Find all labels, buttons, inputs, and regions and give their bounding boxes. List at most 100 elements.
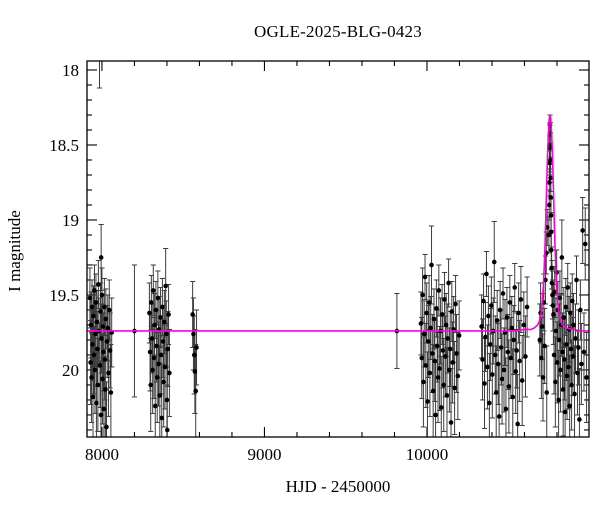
data-point: [484, 271, 489, 277]
data-point: [424, 310, 429, 316]
data-point: [165, 346, 171, 352]
data-point: [549, 265, 554, 271]
data-point: [506, 384, 512, 389]
data-point: [567, 403, 572, 409]
data-point: [101, 406, 107, 412]
data-point: [147, 349, 153, 355]
data-point: [88, 322, 94, 328]
data-point: [148, 382, 154, 388]
data-point: [153, 307, 159, 313]
data-point: [87, 295, 93, 301]
data-point: [89, 304, 95, 310]
data-point: [575, 370, 580, 376]
data-point: [161, 379, 167, 385]
data-point: [158, 352, 164, 358]
data-point: [98, 309, 103, 314]
y-axis-label: I magnitude: [5, 210, 24, 292]
x-tick-label: 10000: [406, 445, 449, 464]
data-point: [93, 300, 99, 305]
data-point: [553, 328, 559, 334]
data-point: [539, 355, 544, 361]
data-point: [499, 376, 505, 382]
data-point: [584, 375, 589, 380]
data-point: [550, 303, 556, 308]
data-point: [496, 414, 502, 419]
data-point: [568, 346, 574, 352]
data-point: [99, 336, 104, 341]
data-point: [91, 313, 96, 319]
data-point: [433, 412, 438, 418]
y-tick-label: 19.5: [49, 286, 79, 305]
data-point: [425, 339, 431, 344]
data-point: [559, 255, 565, 260]
data-point: [569, 298, 575, 304]
model-curve-layer: [87, 114, 589, 332]
y-tick-label: 18: [62, 61, 79, 80]
data-point: [582, 241, 588, 247]
data-point: [577, 417, 582, 422]
data-point: [568, 310, 573, 316]
data-point: [422, 274, 428, 280]
data-point: [514, 348, 519, 353]
data-point: [92, 288, 97, 293]
data-point: [106, 370, 111, 376]
data-point: [537, 337, 543, 343]
model-curve: [87, 114, 589, 332]
data-point: [565, 285, 571, 290]
data-point: [497, 307, 503, 313]
data-point: [504, 315, 510, 320]
data-point: [493, 390, 499, 395]
data-point: [163, 283, 168, 289]
data-point: [498, 345, 504, 350]
data-point: [428, 325, 434, 331]
data-point: [88, 360, 93, 365]
data-point: [563, 304, 569, 310]
data-point: [570, 354, 576, 359]
data-point: [581, 349, 587, 355]
data-point: [564, 342, 569, 347]
data-point: [560, 387, 566, 392]
data-point: [576, 345, 581, 350]
data-point: [149, 300, 154, 305]
data-point: [485, 364, 490, 370]
data-point: [102, 304, 107, 310]
data-point: [166, 312, 171, 317]
data-point: [152, 403, 158, 409]
data-point: [104, 339, 110, 344]
data-point: [564, 373, 570, 379]
data-point: [558, 367, 563, 373]
data-point: [513, 369, 519, 374]
data-point: [192, 369, 198, 374]
data-point: [503, 406, 509, 412]
data-point: [490, 372, 495, 377]
data-point: [426, 300, 432, 305]
data-point: [418, 321, 424, 326]
data-point: [556, 397, 561, 403]
data-point: [190, 312, 195, 317]
data-point: [489, 303, 494, 308]
data-point: [492, 352, 498, 358]
data-point: [98, 255, 104, 260]
data-point: [429, 262, 434, 268]
data-point: [557, 295, 563, 301]
data-point: [517, 358, 522, 364]
data-point: [191, 352, 197, 358]
data-point: [94, 400, 99, 406]
data-point: [491, 259, 497, 265]
data-point: [548, 157, 553, 163]
data-point: [453, 301, 458, 307]
data-point: [431, 316, 437, 322]
data-point: [487, 400, 492, 406]
data-point: [548, 195, 554, 200]
data-point: [481, 298, 486, 304]
data-point: [480, 357, 485, 362]
data-point: [419, 355, 425, 361]
data-point: [425, 399, 430, 404]
data-point: [107, 348, 113, 353]
data-point: [494, 318, 500, 323]
data-point: [151, 288, 156, 293]
data-point: [439, 312, 445, 317]
data-point: [90, 394, 96, 400]
data-point: [509, 325, 515, 331]
data-point: [488, 342, 493, 347]
